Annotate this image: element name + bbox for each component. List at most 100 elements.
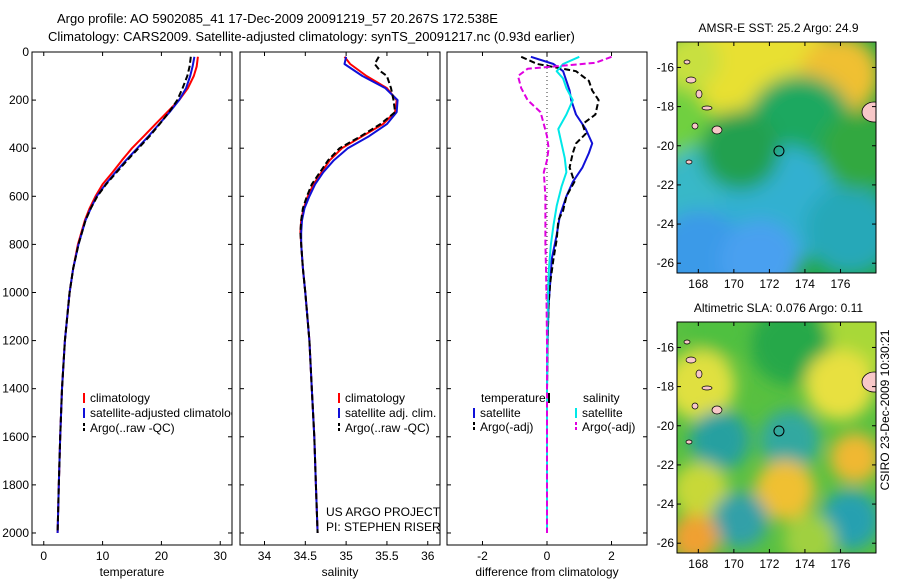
y-tick-label: 1000 <box>2 285 29 299</box>
profile-panel-1: 0 200 400 600 800 1000 1200 1400 1600 1800 2000 0 10… <box>2 45 243 579</box>
land-island <box>683 339 691 345</box>
y-tick-label: 400 <box>9 141 29 155</box>
map-color-blob <box>830 433 876 483</box>
legend-label: satellite <box>480 406 521 420</box>
land-island <box>701 105 713 111</box>
legend-label: Argo(..raw -QC) <box>345 421 430 435</box>
y-tick-label: 1800 <box>2 478 29 492</box>
series-line-satellite-adj-clim- <box>300 56 399 534</box>
map-color-blob <box>700 110 780 190</box>
legend-label: climatology <box>345 391 405 405</box>
x-axis-label: salinity <box>322 565 359 579</box>
land-island <box>683 59 691 65</box>
y-tick-label: -24 <box>657 217 675 231</box>
land-island <box>711 125 723 135</box>
legend-label: Argo(..raw -QC) <box>90 421 175 435</box>
land-island <box>695 369 703 379</box>
x-tick-label: 34 <box>258 549 272 563</box>
land-island <box>685 439 693 445</box>
y-tick-label: 2000 <box>2 526 29 540</box>
x-tick-label: 174 <box>795 557 815 571</box>
y-tick-label: -20 <box>657 419 675 433</box>
map-color-blob <box>677 514 719 553</box>
legend-label: climatology <box>90 391 150 405</box>
argo-position-marker <box>773 145 785 157</box>
y-tick-label: -16 <box>657 340 675 354</box>
y-tick-label: -22 <box>657 178 675 192</box>
x-tick-label: 35.5 <box>375 549 399 563</box>
land-island <box>685 76 697 84</box>
map-color-blob <box>712 492 768 548</box>
x-tick-label: 172 <box>759 277 779 291</box>
y-tick-label: 1200 <box>2 334 29 348</box>
x-tick-label: 30 <box>214 549 228 563</box>
x-tick-label: -2 <box>477 549 488 563</box>
map-color-blob <box>784 514 836 553</box>
x-tick-label: 0 <box>544 549 551 563</box>
x-tick-label: 172 <box>759 557 779 571</box>
y-tick-label: 600 <box>9 189 29 203</box>
y-tick-label: -26 <box>657 256 675 270</box>
x-tick-label: 0 <box>40 549 47 563</box>
x-axis-label: temperature <box>100 565 165 579</box>
land-island <box>701 385 713 391</box>
land-island <box>685 356 697 364</box>
argo-position-marker <box>773 425 785 437</box>
x-axis-label: difference from climatology <box>475 565 618 579</box>
series-line-argo-raw-qc- <box>299 56 397 534</box>
sst-map: 168 170 172 174 176 -16 -18 -20 -22 -24 -26 AMSR-E … <box>657 21 877 291</box>
x-tick-label: 34.5 <box>294 549 318 563</box>
pi-annotation: PI: STEPHEN RISER <box>326 520 441 534</box>
map-color-blob <box>805 185 876 273</box>
land-island <box>861 101 876 123</box>
map-frame <box>676 41 877 274</box>
map-title: AMSR-E SST: 25.2 Argo: 24.9 <box>698 21 858 35</box>
legend-label: satellite-adjusted climatology <box>90 406 243 420</box>
x-tick-label: 176 <box>830 557 850 571</box>
figure-title-line-2: Climatology: CARS2009. Satellite-adjuste… <box>48 29 575 44</box>
legend-label: Argo(-adj) <box>582 420 635 434</box>
land-island <box>691 402 699 410</box>
x-tick-label: 35 <box>339 549 353 563</box>
plot-frame <box>239 51 441 546</box>
x-tick-label: 10 <box>96 549 110 563</box>
y-tick-label: -18 <box>657 100 675 114</box>
y-tick-label: -16 <box>657 60 675 74</box>
legend-label: satellite <box>582 406 623 420</box>
y-tick-label: -22 <box>657 458 675 472</box>
series-line-salinity-satellite <box>546 55 580 533</box>
map-color-blob <box>690 410 750 470</box>
map-color-blob <box>720 220 800 273</box>
x-tick-label: 174 <box>795 277 815 291</box>
figure-title-line-1: Argo profile: AO 5902085_41 17-Dec-2009 … <box>57 11 498 26</box>
y-tick-label: 800 <box>9 237 29 251</box>
map-color-blob <box>760 410 820 470</box>
map-color-blob <box>677 462 728 518</box>
y-tick-label: -20 <box>657 139 675 153</box>
x-tick-label: 176 <box>830 277 850 291</box>
profile-panel-3: -2 0 2 difference from climatology temperatu… <box>446 51 648 579</box>
map-frame <box>676 321 877 554</box>
legend-label: satellite adj. clim. <box>345 406 436 420</box>
x-tick-label: 20 <box>155 549 169 563</box>
y-tick-label: 0 <box>22 45 29 59</box>
x-tick-label: 170 <box>724 277 744 291</box>
x-tick-label: 168 <box>688 277 708 291</box>
series-line-salinity-argo-adj- <box>517 55 612 533</box>
legend-label: Argo(-adj) <box>480 420 533 434</box>
series-line-argo-raw-qc- <box>56 56 192 534</box>
map-color-field <box>677 42 876 273</box>
y-tick-label: 200 <box>9 93 29 107</box>
project-annotation: US ARGO PROJECT <box>326 505 441 519</box>
land-island <box>695 89 703 99</box>
profile-panel-2: 34 34.5 35 35.5 36 salinity climatologysatelli… <box>239 51 441 579</box>
land-island <box>711 405 723 415</box>
x-tick-label: 170 <box>724 557 744 571</box>
map-color-field <box>677 322 876 553</box>
y-tick-label: -24 <box>657 497 675 511</box>
timestamp-credit: CSIRO 23-Dec-2009 10:30:21 <box>878 329 892 490</box>
sla-map: 168 170 172 174 176 -16 -18 -20 -22 -24 -26 Altimet… <box>657 301 877 571</box>
x-tick-label: 168 <box>688 557 708 571</box>
y-tick-label: 1400 <box>2 382 29 396</box>
